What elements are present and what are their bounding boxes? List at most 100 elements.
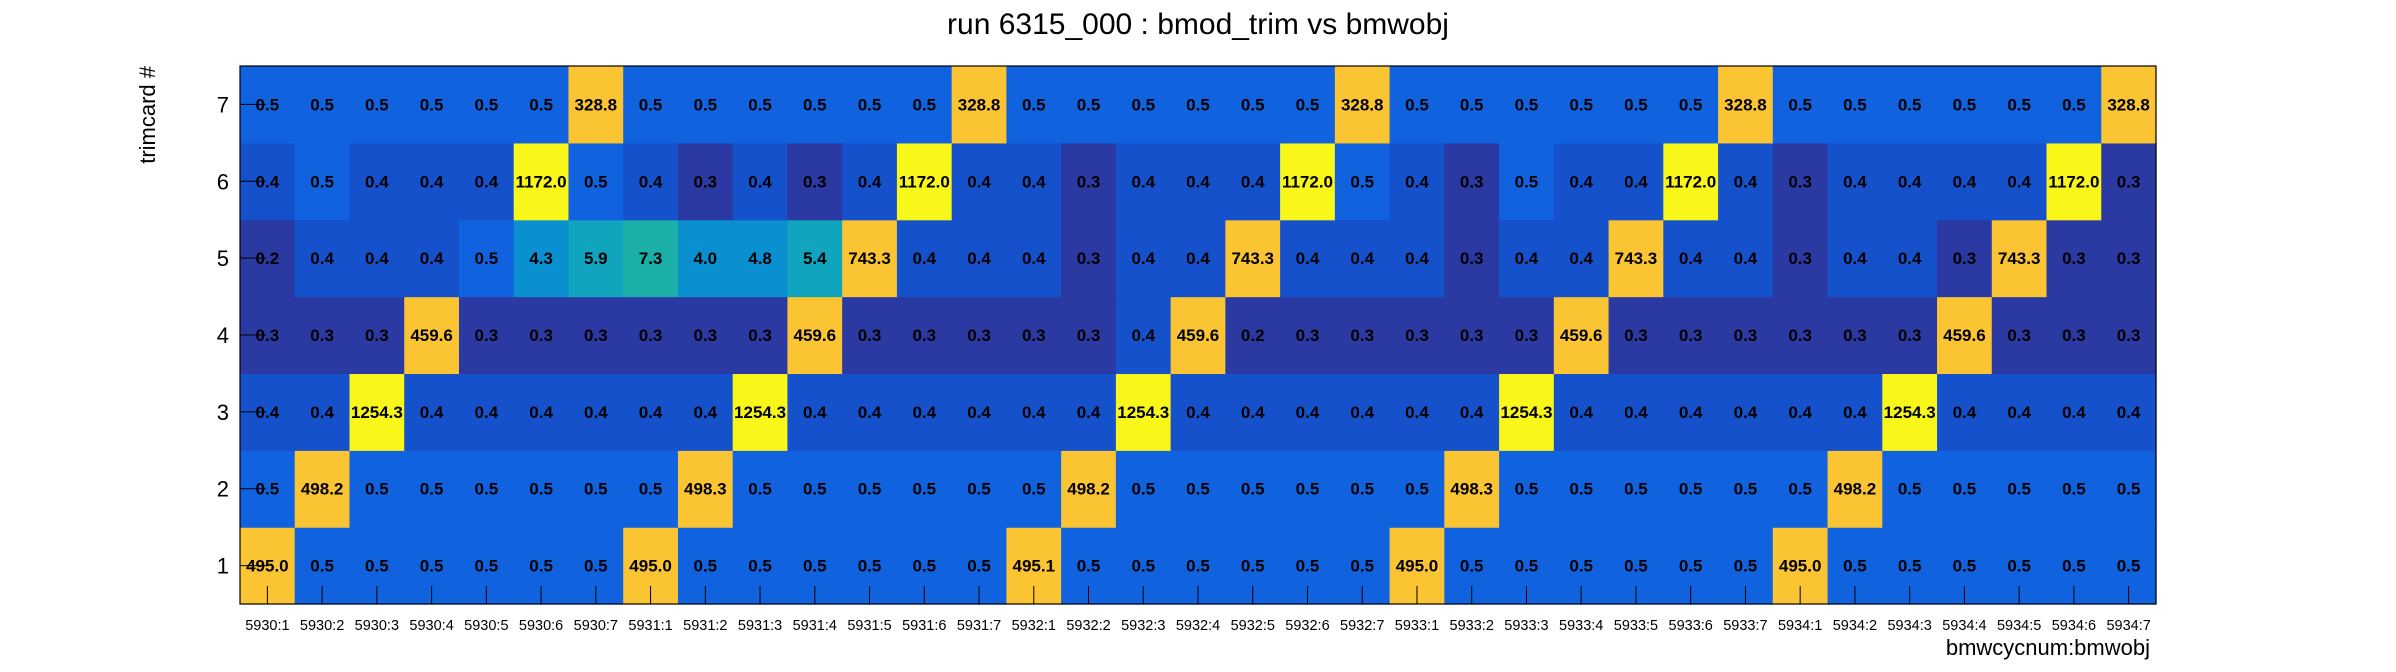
heatmap-cell [1006, 219, 1062, 298]
cell-value-label: 0.5 [365, 95, 389, 114]
cell-value-label: 1172.0 [2048, 172, 2099, 191]
cell-value-label: 0.4 [1460, 403, 1484, 422]
heatmap-cell [1280, 373, 1336, 451]
heatmap-cell [951, 142, 1007, 221]
cell-value-label: 0.3 [256, 326, 280, 345]
cell-value-label: 0.4 [256, 403, 280, 422]
cell-value-label: 0.5 [1186, 480, 1210, 499]
heatmap-cell [1280, 66, 1336, 144]
heatmap-cell [1061, 296, 1117, 375]
cell-value-label: 0.4 [2007, 403, 2031, 422]
heatmap-cell [568, 66, 624, 144]
heatmap-cell [1608, 373, 1664, 451]
cell-value-label: 0.4 [256, 172, 280, 191]
heatmap-cell [951, 373, 1007, 451]
heatmap-cell [1718, 296, 1774, 375]
cell-value-label: 0.3 [475, 326, 499, 345]
cell-value-label: 0.5 [2062, 95, 2086, 114]
heatmap-cell [1115, 450, 1172, 528]
cell-value-label: 0.4 [1241, 172, 1265, 191]
cell-value-label: 0.4 [1843, 172, 1867, 191]
cell-value-label: 0.5 [1077, 95, 1101, 114]
cell-value-label: 0.5 [1788, 480, 1812, 499]
heatmap-cell [1061, 219, 1117, 298]
heatmap-cell [1389, 296, 1445, 375]
heatmap-cell [1280, 142, 1336, 221]
heatmap-cell [349, 219, 405, 298]
x-tick-label: 5930:1 [245, 618, 289, 634]
cell-value-label: 0.4 [1569, 249, 1593, 268]
heatmap-cell [1772, 219, 1829, 298]
cell-value-label: 459.6 [410, 326, 453, 345]
cell-value-label: 0.3 [1898, 326, 1922, 345]
cell-value-label: 0.5 [2062, 557, 2086, 576]
heatmap-cell [1772, 373, 1829, 451]
heatmap-cell [1499, 219, 1555, 298]
heatmap-cell [1663, 66, 1719, 144]
cell-value-label: 0.5 [310, 172, 334, 191]
cell-value-label: 495.0 [629, 557, 672, 576]
heatmap-cell [1444, 219, 1500, 298]
heatmap-cell [1718, 142, 1774, 221]
cell-labels: 495.0 0.5 0.5 0.5 0.5 0.5 0.5 495.0 0.5 0.5 0.5 0.5… [246, 95, 2150, 575]
x-tick-label: 5934:6 [2052, 618, 2096, 634]
heatmap-cell [896, 296, 953, 375]
cell-value-label: 0.5 [1624, 557, 1648, 576]
heatmap-cell [842, 296, 898, 375]
heatmap-cell [568, 219, 624, 298]
heatmap-cell [1827, 142, 1883, 221]
cell-value-label: 498.3 [684, 480, 727, 499]
heatmap-cell [1444, 450, 1500, 528]
heatmap-cell [1772, 450, 1829, 528]
cell-value-label: 0.5 [1241, 480, 1265, 499]
cell-value-label: 0.4 [1296, 249, 1320, 268]
heatmap-cell [404, 450, 460, 528]
cell-value-label: 0.5 [1405, 480, 1429, 499]
cell-value-label: 0.3 [1350, 326, 1374, 345]
cell-value-label: 0.5 [584, 557, 608, 576]
cell-value-label: 0.3 [1843, 326, 1867, 345]
cell-value-label: 0.4 [1186, 172, 1210, 191]
heatmap-cell [458, 373, 515, 451]
cell-value-label: 0.3 [858, 326, 882, 345]
cell-value-label: 0.4 [1788, 403, 1812, 422]
heatmap-cell [787, 450, 843, 528]
cell-value-label: 0.5 [584, 172, 608, 191]
cell-value-label: 0.4 [529, 403, 553, 422]
heatmap-cell [458, 66, 515, 144]
heatmap-cell [2101, 373, 2157, 451]
heatmap-cell [1718, 450, 1774, 528]
heatmap-cell [1772, 66, 1829, 144]
cell-value-label: 4.0 [693, 249, 717, 268]
cell-value-label: 0.3 [2062, 249, 2086, 268]
heatmap-cell [513, 296, 570, 375]
heatmap-cell [1827, 450, 1883, 528]
cell-value-label: 495.1 [1012, 557, 1055, 576]
heatmap-cell [1225, 296, 1281, 375]
heatmap-cell [2046, 219, 2102, 298]
x-tick-label: 5933:1 [1395, 618, 1439, 634]
heatmap-cell [842, 450, 898, 528]
cell-value-label: 0.5 [310, 95, 334, 114]
cell-value-label: 0.4 [1898, 172, 1922, 191]
heatmap-cell [1225, 450, 1281, 528]
heatmap-cell [1991, 373, 2048, 451]
x-tick-label: 5931:2 [683, 618, 727, 634]
cell-value-label: 0.5 [1624, 95, 1648, 114]
heatmap-cell [513, 373, 570, 451]
cell-value-label: 0.4 [1077, 403, 1101, 422]
heatmap-cell [951, 296, 1007, 375]
x-tick-label: 5934:1 [1778, 618, 1822, 634]
cell-value-label: 0.5 [748, 95, 772, 114]
heatmap-cell [1334, 142, 1391, 221]
cell-value-label: 0.4 [2007, 172, 2031, 191]
heatmap-cell [1499, 450, 1555, 528]
heatmap-cell [1170, 219, 1226, 298]
heatmap-cell [1827, 373, 1883, 451]
cell-value-label: 0.5 [256, 95, 280, 114]
heatmap-cell [349, 66, 405, 144]
cell-value-label: 0.5 [529, 480, 553, 499]
heatmap-cell [349, 373, 405, 451]
cell-value-label: 0.5 [1624, 480, 1648, 499]
heatmap-cell [1115, 219, 1172, 298]
